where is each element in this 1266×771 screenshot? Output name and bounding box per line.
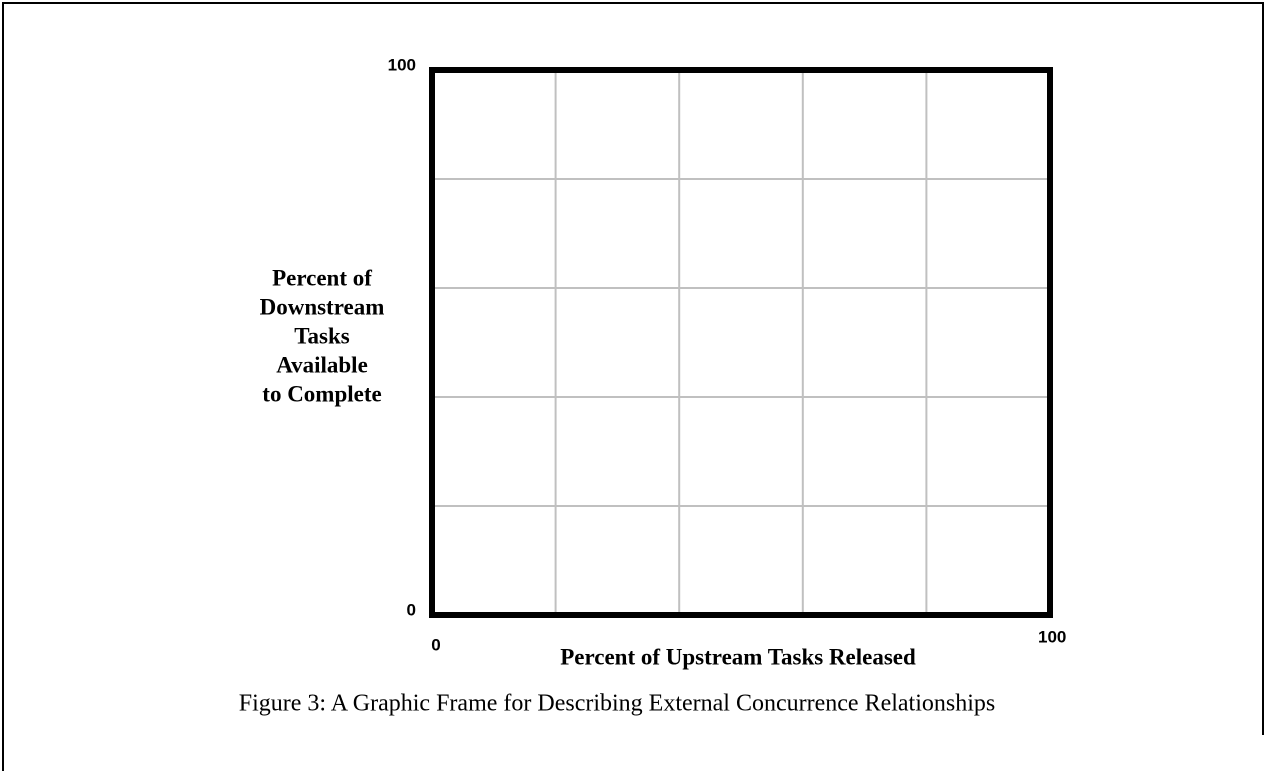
plot-frame xyxy=(429,67,1053,618)
x-axis-label: Percent of Upstream Tasks Released xyxy=(560,644,916,669)
y-axis-label: Downstream xyxy=(260,294,385,319)
y-axis-label: to Complete xyxy=(262,381,381,406)
y-tick-label: 0 xyxy=(407,600,416,619)
caption: Figure 3: A Graphic Frame for Describing… xyxy=(239,691,995,717)
x-tick-label: 0 xyxy=(431,635,440,654)
y-axis-label: Percent of xyxy=(272,265,372,290)
y-axis-label: Tasks xyxy=(294,323,349,348)
y-tick-label: 100 xyxy=(388,55,416,74)
y-axis-label: Available xyxy=(276,352,368,377)
x-tick-label: 100 xyxy=(1038,627,1066,646)
